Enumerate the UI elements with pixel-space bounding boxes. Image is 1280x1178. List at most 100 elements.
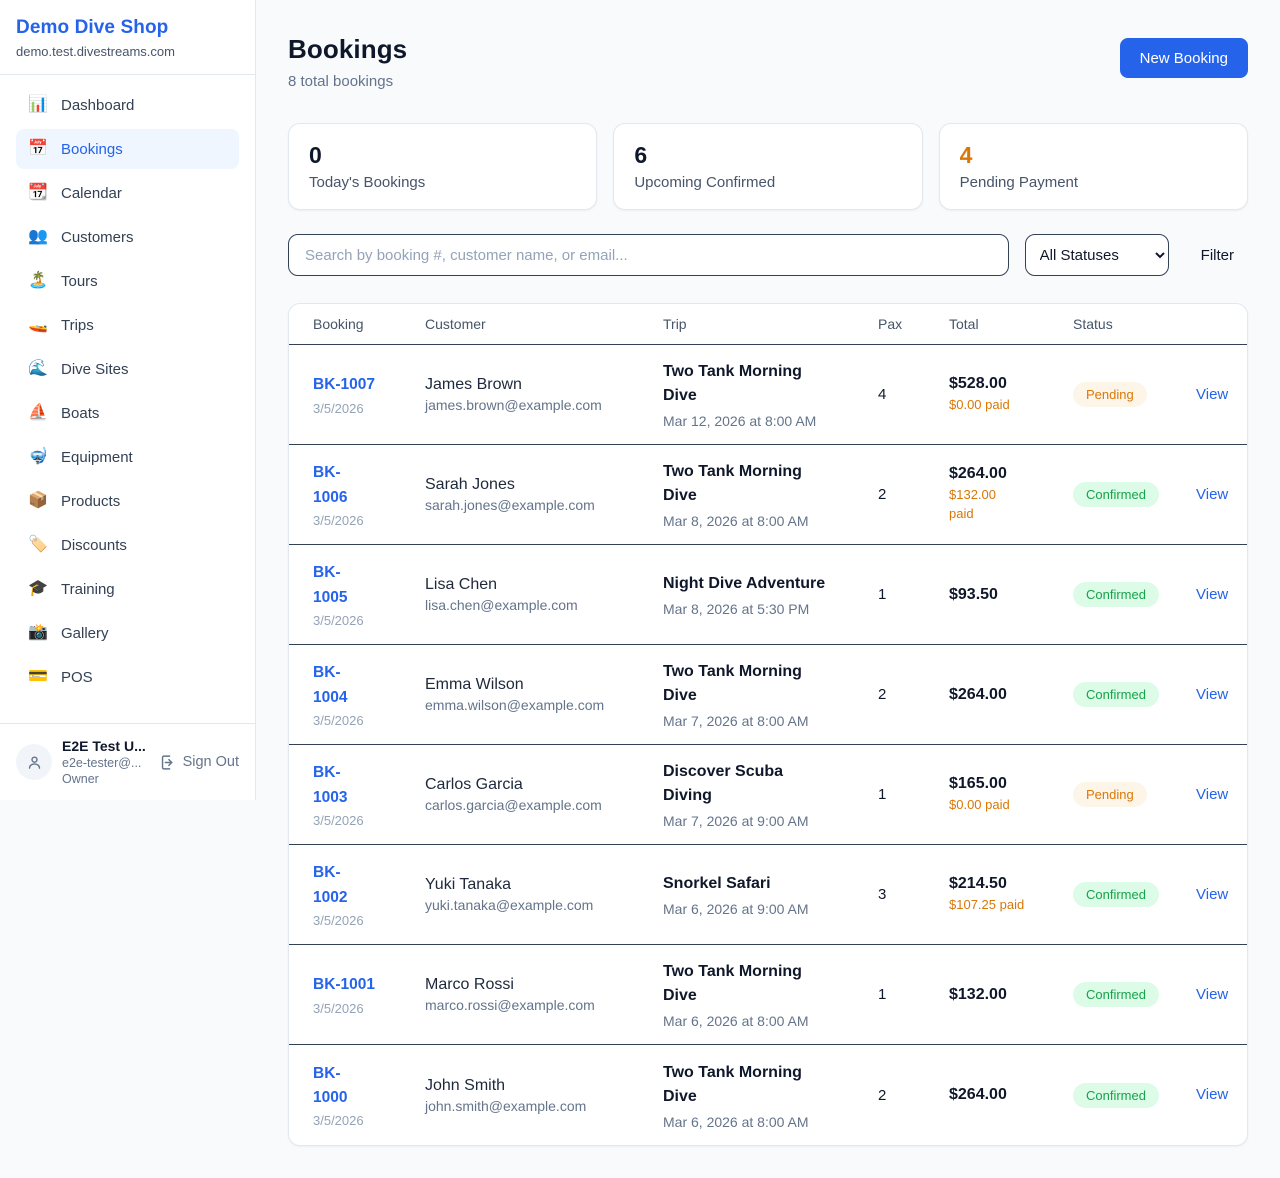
view-link[interactable]: View [1196,385,1229,403]
status-badge: Confirmed [1073,982,1159,1007]
sidebar-item-discounts[interactable]: 🏷️ Discounts [16,525,239,565]
booking-date: 3/5/2026 [313,1113,364,1129]
customer-email: sarah.jones@example.com [425,497,595,513]
booking-date: 3/5/2026 [313,512,364,528]
main-content: Bookings 8 total bookings New Booking 0 … [256,0,1280,1178]
user-role: Owner [62,772,99,786]
sidebar-item-boats[interactable]: ⛵ Boats [16,393,239,433]
pax-count: 3 [878,886,887,903]
filter-button[interactable]: Filter [1200,246,1234,264]
sidebar-item-products[interactable]: 📦 Products [16,481,239,521]
user-name: E2E Test U... [62,738,146,754]
trip-datetime: Mar 12, 2026 at 8:00 AM [663,413,817,429]
sidebar-item-label: Boats [61,404,100,422]
column-header-pax: Pax [878,316,903,332]
sidebar-item-pos[interactable]: 💳 POS [16,657,239,697]
sidebar-item-label: Gallery [61,624,109,642]
page-subtitle: 8 total bookings [288,73,394,90]
sidebar-item-equipment[interactable]: 🤿 Equipment [16,437,239,477]
sidebar-item-label: Equipment [61,448,133,466]
customer-name: Sarah Jones [425,476,515,493]
column-header-trip: Trip [663,316,687,332]
customer-email: emma.wilson@example.com [425,697,605,713]
sidebar-item-trips[interactable]: 🚤 Trips [16,305,239,345]
new-booking-button[interactable]: New Booking [1119,38,1248,78]
sidebar-item-label: Dive Sites [61,360,129,378]
view-link[interactable]: View [1196,885,1229,903]
stat-label: Pending Payment [959,174,1079,191]
sidebar-nav: 📊 Dashboard 📅 Bookings 📆 Calendar 👥 Cust… [0,75,255,723]
page-header: Bookings 8 total bookings New Booking [288,34,1248,90]
table-row: BK- 1002 3/5/2026 Yuki Tanaka yuki.tanak… [289,845,1247,945]
trip-datetime: Mar 6, 2026 at 8:00 AM [663,1013,809,1029]
table-row: BK- 1003 3/5/2026 Carlos Garcia carlos.g… [289,745,1247,845]
sidebar-item-gallery[interactable]: 📸 Gallery [16,613,239,653]
booking-id-link[interactable]: BK- 1003 [313,764,348,806]
pax-count: 2 [878,486,887,503]
sidebar-item-label: Discounts [61,536,127,554]
brand-header: Demo Dive Shop demo.test.divestreams.com [0,0,255,75]
booking-id-link[interactable]: BK- 1004 [313,664,348,706]
trip-datetime: Mar 7, 2026 at 8:00 AM [663,713,809,729]
customer-name: Marco Rossi [425,976,514,993]
customer-name: Lisa Chen [425,576,498,593]
trip-name: Discover Scuba Diving [663,763,784,804]
column-header-booking: Booking [313,316,364,332]
customer-name: Carlos Garcia [425,776,523,793]
sidebar-item-calendar[interactable]: 📆 Calendar [16,173,239,213]
sidebar-item-training[interactable]: 🎓 Training [16,569,239,609]
booking-id-link[interactable]: BK- 1006 [313,464,348,506]
tag-icon: 🏷️ [28,536,48,553]
sidebar-item-dive-sites[interactable]: 🌊 Dive Sites [16,349,239,389]
customer-email: lisa.chen@example.com [425,597,578,613]
view-link[interactable]: View [1196,785,1229,803]
sidebar: Demo Dive Shop demo.test.divestreams.com… [0,0,256,800]
sidebar-item-bookings[interactable]: 📅 Bookings [16,129,239,169]
sidebar-item-label: Customers [61,228,134,246]
customer-name: John Smith [425,1076,506,1094]
stat-card: 0 Today's Bookings [288,123,598,210]
status-select[interactable]: All Statuses [1024,234,1169,276]
sign-out-label: Sign Out [182,754,239,770]
credit-card-icon: 💳 [28,668,48,685]
view-link[interactable]: View [1196,1086,1229,1103]
booking-id-link[interactable]: BK- 1000 [313,1064,348,1106]
trip-name: Snorkel Safari [663,875,771,892]
sidebar-item-customers[interactable]: 👥 Customers [16,217,239,257]
table-row: BK-1007 3/5/2026 James Brown james.brown… [289,345,1247,445]
customer-email: marco.rossi@example.com [425,997,595,1013]
filter-row: All Statuses Filter [288,234,1248,276]
booking-id-link[interactable]: BK- 1005 [313,564,348,606]
customer-email: carlos.garcia@example.com [425,797,602,813]
stat-card: 6 Upcoming Confirmed [613,123,923,210]
view-link[interactable]: View [1196,485,1229,503]
sidebar-item-label: Training [61,580,115,598]
trip-datetime: Mar 8, 2026 at 5:30 PM [663,601,810,617]
booking-date: 3/5/2026 [313,1000,364,1016]
sidebar-item-tours[interactable]: 🏝️ Tours [16,261,239,301]
booking-id-link[interactable]: BK-1001 [313,976,376,994]
trip-datetime: Mar 6, 2026 at 9:00 AM [663,901,809,917]
booking-id-link[interactable]: BK-1007 [313,376,376,394]
trip-name: Night Dive Adventure [663,575,826,592]
sailboat-icon: ⛵ [28,404,48,421]
sign-out-button[interactable]: Sign Out [159,754,239,771]
sidebar-item-label: Dashboard [61,96,135,114]
booking-date: 3/5/2026 [313,612,364,628]
sidebar-item-label: POS [61,668,93,686]
column-header-total: Total [949,316,979,332]
view-link[interactable]: View [1196,985,1229,1003]
view-link[interactable]: View [1196,685,1229,703]
search-input[interactable] [288,234,1009,276]
page-title: Bookings [288,34,408,64]
table-row: BK- 1000 3/5/2026 John Smith john.smith@… [289,1045,1247,1145]
booking-date: 3/5/2026 [313,400,364,416]
booking-date: 3/5/2026 [313,812,364,828]
sidebar-item-dashboard[interactable]: 📊 Dashboard [16,85,239,125]
island-icon: 🏝️ [28,272,48,289]
bookings-table: Booking Customer Trip Pax Total Status B… [288,303,1248,1146]
view-link[interactable]: View [1196,585,1229,603]
trip-name: Two Tank Morning Dive [663,1063,802,1105]
booking-id-link[interactable]: BK- 1002 [313,864,348,906]
total-amount: $264.00 [949,465,1007,483]
